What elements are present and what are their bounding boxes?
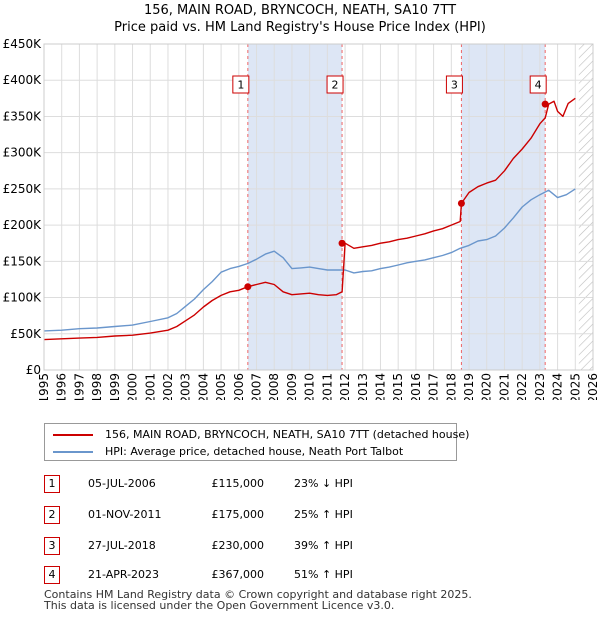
sale-label: 1 [237, 79, 244, 92]
ownership-shade [247, 44, 343, 370]
chart-subtitle: Price paid vs. HM Land Registry's House … [114, 20, 486, 35]
sale-label-box [232, 75, 250, 94]
attribution-line-2: This data is licensed under the Open Gov… [44, 599, 395, 612]
sale-point [244, 283, 252, 291]
x-tick-label: 1996 [55, 373, 69, 400]
sale-date: 05-JUL-2006 [88, 477, 156, 490]
x-tick-label: 1995 [37, 373, 51, 400]
x-tick-label: 2025 [568, 373, 582, 400]
x-tick-label: 2022 [515, 373, 529, 400]
x-tick-label: 2004 [196, 373, 210, 400]
x-tick-label: 2026 [586, 373, 600, 400]
y-tick-label: £450K [3, 37, 43, 51]
x-tick-label: 2000 [126, 373, 140, 400]
x-tick-label: 1997 [72, 373, 86, 400]
x-tick-label: 2001 [143, 373, 157, 400]
x-tick-label: 2012 [338, 373, 352, 400]
sale-hpi-delta: 39% ↑ HPI [294, 539, 353, 552]
y-tick-label: £50K [10, 327, 42, 341]
future-hatch [578, 44, 593, 370]
legend-swatch-hpi [53, 451, 93, 453]
legend-label-hpi: HPI: Average price, detached house, Neat… [105, 445, 404, 458]
x-tick-label: 2017 [427, 373, 441, 400]
sale-label-box [445, 75, 463, 94]
sale-date: 27-JUL-2018 [88, 539, 156, 552]
x-tick-label: 2021 [497, 373, 511, 400]
sale-price: £367,000 [211, 568, 265, 581]
y-tick-label: £350K [3, 109, 43, 123]
hpi-series-line [43, 188, 576, 332]
y-tick-label: £200K [3, 218, 43, 232]
sale-label: 3 [451, 79, 458, 92]
sale-hpi-delta: 25% ↑ HPI [294, 508, 353, 521]
x-tick-label: 1998 [90, 373, 104, 400]
sale-point [541, 100, 549, 108]
sale-label-box [326, 75, 344, 94]
sale-date: 01-NOV-2011 [88, 508, 162, 521]
y-tick-label: £400K [3, 73, 43, 87]
sale-point [457, 199, 465, 207]
x-tick-label: 2023 [533, 373, 547, 400]
sale-price: £115,000 [211, 477, 265, 490]
sale-point [338, 239, 346, 247]
sale-number-badge: 2 [44, 506, 60, 524]
x-tick-label: 1999 [108, 373, 122, 400]
y-tick-label: £100K [3, 291, 43, 305]
chart-legend: 156, MAIN ROAD, BRYNCOCH, NEATH, SA10 7T… [44, 423, 469, 461]
y-tick-label: £0 [26, 363, 41, 377]
x-tick-label: 2020 [480, 373, 494, 400]
x-tick-label: 2006 [232, 373, 246, 400]
sale-price: £175,000 [211, 508, 265, 521]
sale-number-badge: 1 [44, 475, 60, 493]
sale-label: 4 [535, 79, 542, 92]
legend-swatch-property [53, 434, 93, 436]
x-tick-label: 2014 [373, 373, 387, 400]
sale-date: 21-APR-2023 [88, 568, 160, 581]
x-tick-label: 2011 [320, 373, 334, 400]
attribution-line-1: Contains HM Land Registry data © Crown c… [44, 588, 472, 601]
attribution-footer: Contains HM Land Registry data © Crown c… [44, 589, 472, 611]
x-tick-label: 2015 [391, 373, 405, 400]
x-tick-label: 2013 [356, 373, 370, 400]
x-tick-label: 2005 [214, 373, 228, 400]
x-tick-label: 2018 [444, 373, 458, 400]
sale-label: 2 [332, 79, 339, 92]
sale-hpi-delta: 51% ↑ HPI [294, 568, 353, 581]
x-tick-label: 2003 [179, 373, 193, 400]
x-tick-label: 2010 [303, 373, 317, 400]
sale-number-badge: 3 [44, 537, 60, 555]
sale-number-badge: 4 [44, 566, 60, 584]
chart-title: 156, MAIN ROAD, BRYNCOCH, NEATH, SA10 7T… [143, 3, 457, 18]
price-chart: 1 2 3 4 £0 £50K £100K £150K £200K £250K £300K £350K… [3, 37, 600, 400]
x-tick-label: 2008 [267, 373, 281, 400]
property-series-line [43, 97, 576, 341]
y-tick-label: £300K [3, 146, 43, 160]
x-tick-label: 2024 [551, 373, 565, 400]
x-tick-label: 2016 [409, 373, 423, 400]
x-tick-label: 2009 [285, 373, 299, 400]
legend-label-property: 156, MAIN ROAD, BRYNCOCH, NEATH, SA10 7T… [105, 428, 470, 441]
x-tick-label: 2002 [161, 373, 175, 400]
sale-hpi-delta: 23% ↓ HPI [294, 477, 353, 490]
x-tick-label: 2007 [250, 373, 264, 400]
sale-price: £230,000 [211, 539, 265, 552]
y-tick-label: £250K [3, 182, 43, 196]
ownership-shade [461, 44, 546, 370]
plot-frame [43, 43, 594, 371]
y-tick-label: £150K [3, 254, 43, 268]
sale-label-box [529, 75, 547, 94]
x-tick-label: 2019 [462, 373, 476, 400]
